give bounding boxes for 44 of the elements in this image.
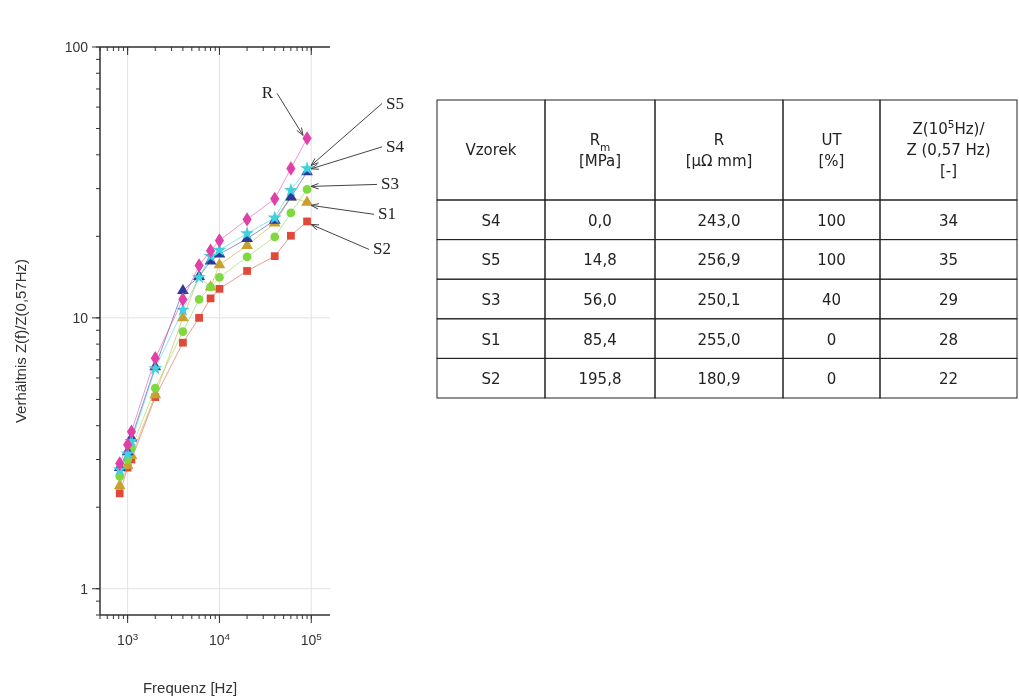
text: 29 — [938, 291, 959, 309]
x-axis-title: Frequenz [Hz] — [142, 679, 238, 696]
text: 56,0 — [583, 291, 617, 309]
text: 195,8 — [578, 370, 622, 389]
text: 243,0 — [697, 211, 741, 230]
text: 0 — [826, 370, 837, 389]
text: S4 — [481, 211, 501, 230]
text: 100 — [817, 211, 846, 230]
text: 34 — [938, 211, 959, 230]
category-label: Vzorek — [465, 141, 517, 159]
text: 255,0 — [697, 330, 741, 349]
category-label: R$_{m}$ [MPa] — [578, 130, 622, 170]
text: 14,8 — [583, 251, 617, 270]
text: 85,4 — [583, 330, 617, 349]
text: S2 — [373, 239, 392, 259]
category-label: UT [%] — [818, 130, 845, 170]
text: S3 — [481, 291, 501, 309]
text: 22 — [938, 370, 959, 389]
text: 0,0 — [588, 211, 612, 230]
text: R — [261, 83, 274, 103]
text: 0 — [826, 330, 837, 349]
text: 35 — [938, 251, 959, 270]
text: S1 — [481, 330, 501, 349]
y-tick-label: 100 — [64, 39, 89, 55]
text: 100 — [817, 251, 846, 270]
text: 40 — [821, 291, 842, 309]
x-tick-label: 10$^{4}$ — [208, 630, 231, 648]
text: S1 — [378, 204, 397, 224]
y-tick-label: 10 — [72, 309, 89, 326]
text: 180,9 — [697, 370, 741, 389]
text: S5 — [481, 251, 501, 270]
text: S3 — [381, 174, 400, 194]
y-tick-label: 1 — [80, 580, 89, 597]
text: 28 — [938, 330, 959, 349]
category-label: R [μΩ mm] — [685, 130, 753, 170]
category-label: Z(10$^{5}$Hz)/ Z (0,57 Hz) [-] — [906, 118, 991, 180]
x-tick-label: 10$^{5}$ — [300, 630, 323, 648]
text: S2 — [481, 370, 501, 389]
text: 250,1 — [697, 291, 741, 309]
y-axis-title: Verhältnis Z(f)/Z(0,57Hz) — [12, 258, 29, 424]
text: S4 — [386, 136, 405, 156]
text: 256,9 — [697, 251, 741, 270]
x-tick-label: 10$^{3}$ — [117, 630, 139, 648]
text: S5 — [386, 93, 405, 113]
